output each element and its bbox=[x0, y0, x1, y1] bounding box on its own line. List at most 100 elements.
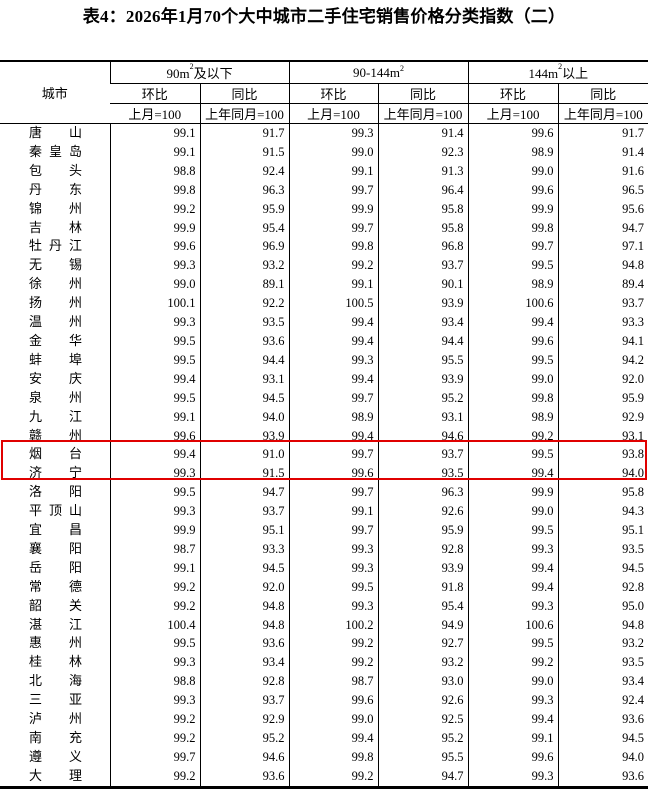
small-yoy-cell: 95.2 bbox=[199, 729, 290, 748]
city-cell: 惠 州 bbox=[0, 634, 110, 653]
large-mom-cell: 99.1 bbox=[467, 729, 559, 748]
medium-yoy-cell: 95.8 bbox=[377, 218, 469, 238]
large-yoy-cell: 91.7 bbox=[557, 123, 648, 143]
city-cell: 包 头 bbox=[0, 162, 110, 181]
medium-yoy-cell: 93.9 bbox=[377, 558, 469, 578]
small-yoy-cell: 93.6 bbox=[199, 766, 290, 789]
city-name: 洛 阳 bbox=[29, 484, 82, 500]
medium-mom-cell: 99.2 bbox=[288, 256, 379, 276]
yoy-base-header: 上年同月=100 bbox=[199, 103, 290, 124]
small-mom-cell: 99.7 bbox=[109, 747, 200, 767]
medium-yoy-cell: 94.7 bbox=[377, 766, 469, 789]
large-mom-cell: 99.4 bbox=[467, 577, 559, 597]
small-yoy-cell: 94.8 bbox=[199, 615, 290, 635]
medium-mom-cell: 99.3 bbox=[288, 350, 379, 370]
small-mom-cell: 99.2 bbox=[109, 729, 200, 748]
large-yoy-cell: 94.3 bbox=[557, 502, 648, 522]
city-cell: 安 庆 bbox=[0, 370, 110, 389]
small-mom-cell: 100.4 bbox=[109, 615, 200, 635]
mom-base-header: 上月=100 bbox=[467, 103, 559, 124]
group-header-large: 144m2以上 bbox=[467, 60, 648, 84]
city-name: 温 州 bbox=[29, 314, 82, 330]
small-mom-cell: 99.6 bbox=[109, 426, 200, 446]
large-mom-cell: 99.5 bbox=[467, 634, 559, 654]
large-mom-cell: 99.6 bbox=[467, 331, 559, 351]
large-yoy-cell: 95.1 bbox=[557, 521, 648, 540]
large-yoy-cell: 94.7 bbox=[557, 218, 648, 238]
large-mom-cell: 99.0 bbox=[467, 672, 559, 692]
medium-yoy-cell: 95.5 bbox=[377, 747, 469, 767]
large-mom-cell: 99.3 bbox=[467, 596, 559, 616]
large-mom-cell: 99.8 bbox=[467, 218, 559, 238]
large-yoy-cell: 93.1 bbox=[557, 426, 648, 446]
large-yoy-cell: 93.8 bbox=[557, 445, 648, 465]
large-mom-cell: 99.4 bbox=[467, 464, 559, 484]
table-row: 常 德 99.2 92.0 99.5 91.8 99.4 92.8 bbox=[0, 577, 648, 597]
medium-mom-cell: 99.0 bbox=[288, 710, 379, 729]
medium-yoy-cell: 94.4 bbox=[377, 331, 469, 351]
small-yoy-cell: 93.7 bbox=[199, 502, 290, 522]
medium-mom-cell: 100.5 bbox=[288, 294, 379, 314]
small-yoy-cell: 93.6 bbox=[199, 634, 290, 654]
small-yoy-cell: 94.7 bbox=[199, 483, 290, 503]
large-mom-cell: 99.5 bbox=[467, 256, 559, 276]
table-row: 泸 州 99.2 92.9 99.0 92.5 99.4 93.6 bbox=[0, 710, 648, 729]
table-row: 唐 山 99.1 91.7 99.3 91.4 99.6 91.7 bbox=[0, 123, 648, 143]
city-name: 包 头 bbox=[29, 162, 82, 178]
large-mom-cell: 99.7 bbox=[467, 237, 559, 257]
city-cell: 九 江 bbox=[0, 408, 110, 427]
large-yoy-cell: 92.0 bbox=[557, 369, 648, 389]
medium-mom-cell: 99.1 bbox=[288, 161, 379, 181]
medium-mom-cell: 99.9 bbox=[288, 199, 379, 219]
small-mom-cell: 99.5 bbox=[109, 388, 200, 408]
medium-mom-cell: 99.1 bbox=[288, 275, 379, 295]
city-name: 吉 林 bbox=[29, 219, 82, 235]
city-cell: 韶 关 bbox=[0, 597, 110, 616]
table-row: 锦 州 99.2 95.9 99.9 95.8 99.9 95.6 bbox=[0, 199, 648, 219]
medium-mom-cell: 99.5 bbox=[288, 577, 379, 597]
large-yoy-cell: 93.6 bbox=[557, 766, 648, 789]
city-name: 牡 丹 江 bbox=[29, 238, 82, 254]
table-row: 惠 州 99.5 93.6 99.2 92.7 99.5 93.2 bbox=[0, 634, 648, 654]
small-mom-cell: 99.5 bbox=[109, 634, 200, 654]
large-yoy-cell: 97.1 bbox=[557, 237, 648, 257]
small-mom-cell: 99.5 bbox=[109, 350, 200, 370]
medium-mom-cell: 99.4 bbox=[288, 313, 379, 332]
mom-header: 环比 bbox=[467, 83, 559, 104]
large-yoy-cell: 89.4 bbox=[557, 275, 648, 295]
table-row: 秦 皇 岛 99.1 91.5 99.0 92.3 98.9 91.4 bbox=[0, 142, 648, 162]
large-mom-cell: 100.6 bbox=[467, 294, 559, 314]
city-cell: 大 理 bbox=[0, 766, 110, 789]
medium-mom-cell: 98.7 bbox=[288, 672, 379, 692]
medium-mom-cell: 99.7 bbox=[288, 483, 379, 503]
medium-yoy-cell: 92.7 bbox=[377, 634, 469, 654]
city-name: 烟 台 bbox=[29, 446, 82, 462]
small-yoy-cell: 93.7 bbox=[199, 691, 290, 711]
small-yoy-cell: 91.7 bbox=[199, 123, 290, 143]
small-mom-cell: 99.5 bbox=[109, 483, 200, 503]
small-yoy-cell: 94.5 bbox=[199, 388, 290, 408]
large-yoy-cell: 92.4 bbox=[557, 691, 648, 711]
small-mom-cell: 99.3 bbox=[109, 256, 200, 276]
large-mom-cell: 99.3 bbox=[467, 766, 559, 789]
small-mom-cell: 99.2 bbox=[109, 596, 200, 616]
city-cell: 温 州 bbox=[0, 313, 110, 332]
table-row: 北 海 98.8 92.8 98.7 93.0 99.0 93.4 bbox=[0, 672, 648, 692]
city-cell: 济 宁 bbox=[0, 464, 110, 483]
city-cell: 唐 山 bbox=[0, 124, 110, 143]
mom-header: 环比 bbox=[110, 83, 200, 104]
city-name: 南 充 bbox=[29, 730, 82, 745]
large-yoy-cell: 93.5 bbox=[557, 539, 648, 559]
mom-header: 环比 bbox=[288, 83, 379, 104]
table-row: 韶 关 99.2 94.8 99.3 95.4 99.3 95.0 bbox=[0, 596, 648, 616]
small-mom-cell: 99.1 bbox=[109, 142, 200, 162]
medium-mom-cell: 99.6 bbox=[288, 691, 379, 711]
large-yoy-cell: 91.4 bbox=[557, 142, 648, 162]
city-name: 蚌 埠 bbox=[29, 351, 82, 367]
small-yoy-cell: 93.3 bbox=[199, 539, 290, 559]
medium-mom-cell: 99.3 bbox=[288, 123, 379, 143]
small-yoy-cell: 94.8 bbox=[199, 596, 290, 616]
small-mom-cell: 99.5 bbox=[109, 331, 200, 351]
small-yoy-cell: 92.0 bbox=[199, 577, 290, 597]
city-cell: 洛 阳 bbox=[0, 483, 110, 502]
